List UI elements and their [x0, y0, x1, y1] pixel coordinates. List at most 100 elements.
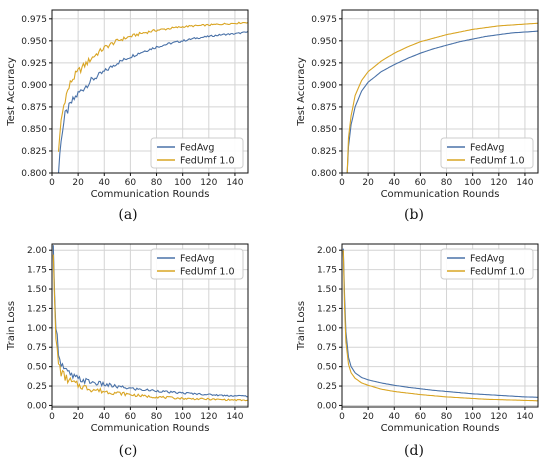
- x-tick-label: 100: [174, 178, 191, 188]
- y-tick-label: 0.825: [311, 147, 337, 157]
- series-line-fedavg: [57, 30, 248, 173]
- legend-label: FedAvg: [470, 143, 504, 154]
- x-tick-label: 60: [415, 412, 427, 422]
- x-tick-label: 120: [200, 412, 217, 422]
- x-tick-label: 20: [362, 412, 374, 422]
- legend: FedAvg FedUmf 1.0: [150, 248, 244, 280]
- y-tick-label: 0.850: [311, 125, 337, 135]
- x-tick-label: 40: [99, 412, 111, 422]
- y-tick-label: 0.75: [27, 343, 47, 353]
- y-tick-label: 0.925: [311, 59, 337, 69]
- x-tick-label: 20: [72, 178, 84, 188]
- y-tick-label: 0.00: [27, 401, 47, 411]
- x-tick-label: 80: [151, 178, 163, 188]
- legend-label: FedAvg: [180, 254, 214, 265]
- plot-frame: [341, 243, 539, 408]
- x-tick-label: 20: [362, 178, 374, 188]
- x-tick-label: 80: [441, 178, 453, 188]
- x-tick-label: 100: [464, 412, 481, 422]
- x-tick-label: 40: [389, 178, 401, 188]
- panel-caption: (b): [404, 207, 424, 223]
- panel-caption: (a): [118, 207, 137, 223]
- y-tick-label: 1.00: [317, 324, 337, 334]
- x-tick-label: 0: [49, 412, 55, 422]
- y-tick-label: 1.25: [27, 304, 47, 314]
- y-tick-label: 0.50: [27, 363, 47, 373]
- legend-label: FedAvg: [470, 254, 504, 265]
- y-tick-label: 1.50: [27, 285, 47, 295]
- y-axis-label: Test Accuracy: [6, 57, 17, 127]
- panel-caption: (d): [404, 443, 424, 459]
- x-tick-label: 80: [441, 412, 453, 422]
- y-tick-label: 0.25: [317, 382, 337, 392]
- x-axis-label: Communication Rounds: [91, 189, 210, 200]
- x-axis-label: Communication Rounds: [381, 423, 500, 434]
- legend-label: FedUmf 1.0: [180, 156, 235, 167]
- legend-label: FedUmf 1.0: [180, 267, 235, 278]
- y-tick-label: 0.850: [21, 125, 47, 135]
- plot-frame: [341, 9, 539, 174]
- legend-label: FedAvg: [180, 143, 214, 154]
- x-tick-label: 120: [490, 178, 507, 188]
- x-tick-label: 100: [464, 178, 481, 188]
- y-axis-label: Train Loss: [296, 301, 307, 351]
- legend-label: FedUmf 1.0: [470, 267, 525, 278]
- y-tick-label: 0.25: [27, 382, 47, 392]
- y-tick-label: 0.50: [317, 363, 337, 373]
- series-line-fedavg: [52, 245, 248, 398]
- x-tick-label: 100: [174, 412, 191, 422]
- series-line-fedavg: [342, 248, 538, 398]
- x-tick-label: 140: [516, 178, 533, 188]
- plot-frame: [51, 243, 249, 408]
- x-tick-label: 120: [490, 412, 507, 422]
- x-tick-label: 0: [49, 178, 55, 188]
- y-tick-label: 0.975: [311, 15, 337, 25]
- y-tick-label: 0.925: [21, 59, 47, 69]
- y-tick-label: 0.875: [311, 103, 337, 113]
- y-axis-label: Train Loss: [6, 301, 17, 351]
- y-tick-label: 1.75: [317, 266, 337, 276]
- chart-panel-4: 0 20 40 60 80 100 120 140 0.00 0.25 0.50 0.75 1.00 1.…: [296, 243, 539, 459]
- y-tick-label: 0.975: [21, 15, 47, 25]
- y-tick-label: 0.75: [317, 343, 337, 353]
- y-axis-label: Test Accuracy: [296, 57, 307, 127]
- x-tick-label: 0: [339, 178, 345, 188]
- x-tick-label: 60: [125, 178, 137, 188]
- x-tick-label: 140: [226, 178, 243, 188]
- y-tick-label: 0.825: [21, 147, 47, 157]
- y-tick-label: 0.900: [311, 81, 337, 91]
- plot-frame: [51, 9, 249, 174]
- series-line-fedumf-1-0: [346, 22, 538, 173]
- x-tick-label: 140: [516, 412, 533, 422]
- y-tick-label: 1.25: [317, 304, 337, 314]
- y-tick-label: 0.800: [21, 169, 47, 179]
- y-tick-label: 0.00: [317, 401, 337, 411]
- y-tick-label: 1.00: [27, 324, 47, 334]
- y-tick-label: 2.00: [27, 246, 47, 256]
- x-axis-label: Communication Rounds: [91, 423, 210, 434]
- y-tick-label: 1.75: [27, 266, 47, 276]
- y-tick-label: 0.900: [21, 81, 47, 91]
- y-tick-label: 2.00: [317, 246, 337, 256]
- chart-panel-3: 0 20 40 60 80 100 120 140 0.00 0.25 0.50 0.75 1.00 1.…: [6, 243, 249, 459]
- x-tick-label: 140: [226, 412, 243, 422]
- x-tick-label: 40: [99, 178, 111, 188]
- series-line-fedumf-1-0: [342, 250, 538, 402]
- legend: FedAvg FedUmf 1.0: [150, 137, 244, 169]
- chart-panel-1: 0 20 40 60 80 100 120 140 0.800 0.825 0.850 0.875 0.…: [6, 9, 249, 223]
- y-tick-label: 0.800: [311, 169, 337, 179]
- series-line-fedavg: [346, 30, 538, 173]
- series-line-fedumf-1-0: [52, 254, 248, 402]
- x-tick-label: 40: [389, 412, 401, 422]
- legend: FedAvg FedUmf 1.0: [440, 137, 534, 169]
- y-tick-label: 1.50: [317, 285, 337, 295]
- x-tick-label: 80: [151, 412, 163, 422]
- x-tick-label: 120: [200, 178, 217, 188]
- x-tick-label: 0: [339, 412, 345, 422]
- x-tick-label: 60: [125, 412, 137, 422]
- y-tick-label: 0.875: [21, 103, 47, 113]
- series-line-fedumf-1-0: [57, 21, 248, 152]
- legend-label: FedUmf 1.0: [470, 156, 525, 167]
- x-tick-label: 20: [72, 412, 84, 422]
